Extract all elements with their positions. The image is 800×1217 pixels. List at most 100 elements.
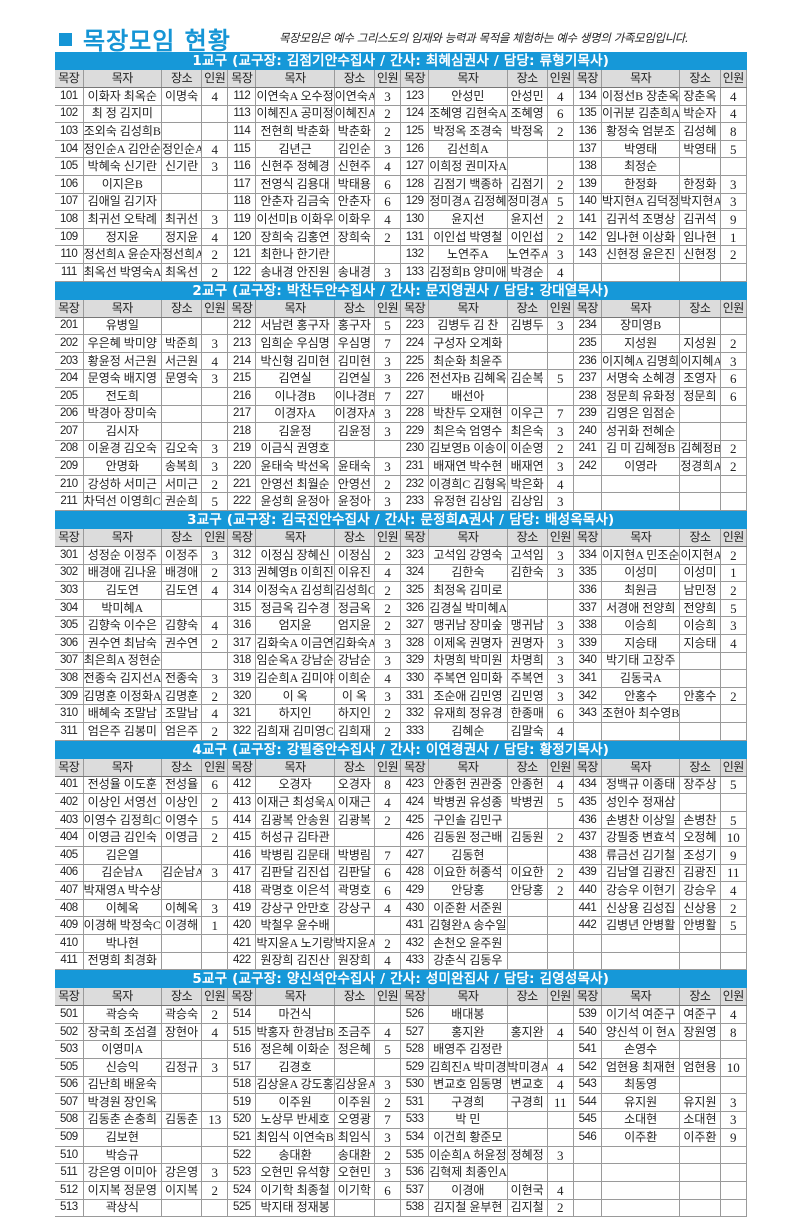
group-number: 310: [55, 704, 84, 723]
table-row: 401 전성율 이도훈 전성율 6 412 오경자 오경자 8 423 안종헌 권관중 안종헌 4 43…: [55, 776, 748, 795]
meeting-place: 최임식: [334, 1128, 375, 1147]
leader-names: 박홍자 한경남B: [255, 1023, 335, 1042]
member-count: 6: [720, 387, 748, 406]
meeting-place: [161, 1146, 203, 1165]
table-row: 302 배경애 김나윤 배경애 2 313 권혜영B 이희진 이유진 4 324 김한숙 김한숙 3 3…: [55, 564, 748, 583]
meeting-place: 이주환: [679, 1128, 721, 1147]
group-number: 235: [573, 334, 602, 353]
meeting-place: 박은화: [507, 475, 548, 494]
leader-names: 박병림 김문태: [255, 846, 335, 865]
member-count: 4: [201, 616, 229, 636]
column-header: 인원: [374, 988, 402, 1007]
leader-names: 한정화: [601, 175, 681, 194]
meeting-place: [507, 1005, 548, 1024]
column-header: 인원: [547, 988, 574, 1007]
meeting-place: [507, 934, 548, 953]
member-count: 3: [201, 669, 229, 688]
member-count: 6: [374, 175, 402, 194]
member-count: [547, 581, 574, 600]
column-header: 인원: [547, 299, 574, 318]
meeting-place: 김동원: [507, 828, 548, 847]
meeting-place: [161, 1199, 203, 1217]
group-number: 123: [400, 87, 430, 106]
column-header: 목자: [428, 70, 508, 88]
member-count: 7: [374, 846, 402, 865]
table-row: 411 전명희 최경화 422 원장희 김진산 원장희 4 433 강춘식 김동우: [55, 952, 748, 971]
leader-names: 곽명호 이은석: [255, 881, 335, 900]
column-header: 인원: [720, 70, 748, 88]
leader-names: 김시자: [83, 422, 162, 441]
member-count: 3: [547, 687, 574, 706]
member-count: 3: [374, 634, 402, 653]
group-number: 325: [400, 581, 430, 600]
leader-names: 유지원: [601, 1093, 681, 1112]
meeting-place: 김연실: [334, 369, 375, 388]
meeting-place: 조혜영: [507, 105, 548, 124]
member-count: 7: [374, 387, 402, 406]
leader-names: 이나경B: [255, 387, 335, 406]
meeting-place: 박병림: [334, 846, 375, 865]
group-number: [573, 263, 602, 282]
leader-names: 임나현 이상화: [601, 228, 681, 247]
meeting-place: [507, 157, 548, 176]
meeting-place: 윤정아: [334, 492, 375, 512]
leader-names: 김혁제 최종인A: [428, 1163, 508, 1183]
meeting-place: [679, 652, 721, 671]
table-row: 208 이윤경 김오숙 김오숙 3 219 이금식 권영호 230 김보영B 이송이 이순영 2 2…: [55, 440, 748, 459]
leader-names: 곽승숙: [83, 1005, 162, 1024]
column-header: 목자: [255, 758, 335, 777]
meeting-place: 이희순: [334, 669, 376, 688]
leader-names: [601, 475, 681, 494]
member-count: 2: [374, 546, 402, 565]
member-count: [720, 934, 748, 953]
member-count: 2: [201, 564, 229, 583]
leader-names: 신현정 윤은진: [601, 245, 681, 264]
leader-names: 손영수: [601, 1040, 681, 1059]
group-number: 241: [573, 440, 602, 459]
leader-names: 유병일: [83, 317, 162, 336]
meeting-place: [679, 722, 721, 741]
meeting-place: 박준희: [161, 334, 203, 353]
group-number: 429: [400, 881, 430, 900]
group-number: 535: [400, 1146, 430, 1165]
group-number: 506: [55, 1076, 84, 1095]
meeting-place: [679, 1076, 721, 1095]
meeting-place: [679, 934, 721, 953]
group-number: 424: [400, 793, 430, 812]
member-count: 11: [547, 1093, 574, 1112]
meeting-place: [679, 1146, 721, 1165]
column-header: 목자: [428, 529, 508, 548]
leader-names: 김동국A: [601, 669, 681, 688]
column-header: 목장: [55, 758, 84, 777]
group-number: 305: [55, 616, 84, 636]
member-count: 3: [547, 634, 574, 653]
leader-names: 김남열 김광진: [601, 864, 681, 883]
table-row: 103 조외숙 김성희B 114 전현희 박춘화 박춘화 2 125 박정옥 조경숙 박정옥 2 1…: [55, 122, 748, 141]
leader-names: 전선자B 김혜옥: [428, 369, 508, 388]
leader-names: 서경애 전양희: [601, 599, 681, 618]
column-header: 목자: [255, 299, 335, 318]
meeting-place: 전성율: [161, 776, 203, 795]
member-count: 3: [201, 1058, 229, 1077]
group-number: 425: [400, 811, 430, 830]
meeting-place: 김정규: [161, 1058, 203, 1077]
leader-names: 박혜숙 신기란: [83, 157, 162, 176]
group-number: 207: [55, 422, 84, 441]
meeting-place: [507, 387, 548, 406]
group-number: 302: [55, 564, 84, 583]
group-number: 138: [573, 157, 602, 176]
leader-names: 최옥선 박영숙A: [83, 263, 162, 282]
leader-names: 김도연: [83, 581, 163, 600]
member-count: 2: [374, 1146, 402, 1165]
district-tables: 1교구 (교구장: 김점기안수집사 / 간사: 최혜심권사 / 담당: 류형기목…: [55, 52, 748, 1217]
meeting-place: 김인순: [334, 140, 375, 159]
member-count: 4: [201, 1023, 229, 1042]
meeting-place: 이승희: [679, 616, 721, 636]
leader-names: 이상인 서영선: [83, 793, 162, 812]
district-table: 2교구 (교구장: 박찬두안수집사 / 간사: 문지영권사 / 담당: 강대열목…: [55, 281, 748, 512]
leader-names: 원장희 김진산: [255, 952, 335, 971]
leader-names: 김순희A 김미야: [255, 669, 335, 688]
square-bullet-icon: [59, 33, 72, 46]
meeting-place: 김향숙: [161, 616, 203, 636]
meeting-place: 박경순: [507, 263, 548, 282]
